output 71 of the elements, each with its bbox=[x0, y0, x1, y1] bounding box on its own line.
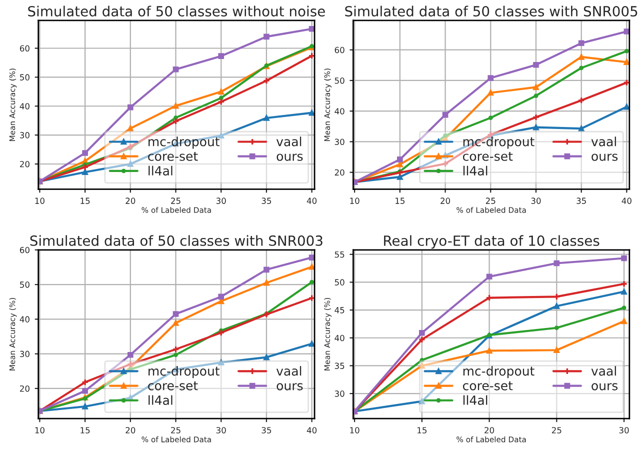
x-tick-label: 20 bbox=[126, 198, 136, 204]
x-tick-label: 10 bbox=[350, 198, 360, 204]
y-tick-label: 50 bbox=[334, 77, 344, 84]
x-tick-label: 10 bbox=[35, 198, 44, 204]
x-tick-label: 25 bbox=[171, 198, 180, 204]
y-tick-label: 40 bbox=[334, 108, 344, 114]
legend-label: vaal bbox=[276, 366, 302, 376]
x-tick-label: 20 bbox=[484, 427, 494, 434]
y-tick-label: 55 bbox=[334, 251, 344, 258]
x-tick-label: 25 bbox=[552, 427, 562, 434]
x-tick-label: 20 bbox=[440, 198, 450, 204]
x-tick-label: 15 bbox=[80, 427, 90, 434]
x-tick-label: 30 bbox=[216, 427, 226, 434]
x-tick-label: 25 bbox=[486, 198, 496, 204]
x-tick-label: 15 bbox=[418, 427, 426, 434]
x-tick-label: 25 bbox=[171, 427, 180, 434]
y-tick-label: 20 bbox=[20, 160, 30, 168]
y-tick-label: 60 bbox=[20, 246, 30, 254]
legend-label: core-set bbox=[148, 152, 198, 161]
x-tick-label: 15 bbox=[80, 198, 90, 204]
legend-label: ours bbox=[592, 154, 618, 161]
chart-title: Real cryo-ET data of 10 classes bbox=[384, 235, 600, 249]
legend-label: vaal bbox=[591, 366, 616, 376]
y-tick-label: 20 bbox=[334, 169, 344, 176]
chart-title: Simulated data of 50 classes with SNR003 bbox=[30, 235, 322, 246]
x-tick-label: 35 bbox=[262, 198, 272, 204]
legend-label: vaal bbox=[276, 136, 302, 146]
x-tick-label: 30 bbox=[619, 427, 629, 434]
legend-label: mc-dropout bbox=[148, 366, 220, 378]
legend-label: ll4al bbox=[463, 395, 488, 405]
x-tick-label: 40 bbox=[306, 427, 317, 434]
legend-label: mc-dropout bbox=[463, 136, 534, 149]
y-tick-label: 30 bbox=[20, 350, 30, 358]
legend-label: mc-dropout bbox=[148, 136, 220, 149]
legend-label: vaal bbox=[591, 136, 616, 146]
legend-label: core-set bbox=[462, 381, 513, 390]
x-tick-label: 20 bbox=[126, 427, 136, 434]
y-tick-label: 20 bbox=[20, 385, 30, 392]
x-tick-label: 35 bbox=[262, 427, 272, 434]
legend-label: mc-dropout bbox=[463, 366, 534, 378]
y-tick-label: 60 bbox=[334, 46, 344, 54]
chart-title: Simulated data of 50 classes with SNR005 bbox=[345, 6, 638, 17]
legend-label: ll4al bbox=[148, 166, 172, 176]
x-tick-label: 30 bbox=[531, 198, 541, 204]
x-tick-label: 40 bbox=[622, 198, 632, 204]
y-tick-label: 40 bbox=[20, 316, 30, 322]
y-tick-label: 50 bbox=[20, 74, 30, 80]
x-tick-label: 40 bbox=[306, 198, 317, 204]
y-tick-label: 60 bbox=[20, 45, 30, 52]
y-tick-label: 30 bbox=[20, 132, 30, 138]
chart-title: Simulated data of 50 classes without noise bbox=[28, 6, 325, 17]
legend-label: ours bbox=[276, 154, 303, 161]
y-tick-label: 30 bbox=[334, 390, 344, 397]
legend-label: ours bbox=[592, 383, 618, 390]
y-tick-label: 30 bbox=[334, 138, 344, 145]
legend-label: ll4al bbox=[463, 166, 488, 176]
legend-label: ll4al bbox=[148, 395, 172, 405]
y-tick-label: 40 bbox=[20, 103, 30, 110]
x-tick-label: 15 bbox=[396, 198, 404, 204]
y-tick-label: 45 bbox=[334, 307, 344, 314]
x-tick-label: 10 bbox=[350, 427, 360, 434]
legend-label: core-set bbox=[462, 152, 513, 161]
x-tick-label: 35 bbox=[576, 198, 586, 204]
y-tick-label: 40 bbox=[334, 334, 344, 342]
legend-label: core-set bbox=[148, 381, 198, 390]
x-tick-label: 30 bbox=[216, 198, 226, 204]
y-tick-label: 50 bbox=[334, 279, 344, 286]
x-tick-label: 10 bbox=[35, 427, 44, 434]
legend-label: ours bbox=[276, 383, 303, 390]
y-tick-label: 50 bbox=[20, 282, 30, 288]
y-tick-label: 35 bbox=[334, 362, 344, 369]
